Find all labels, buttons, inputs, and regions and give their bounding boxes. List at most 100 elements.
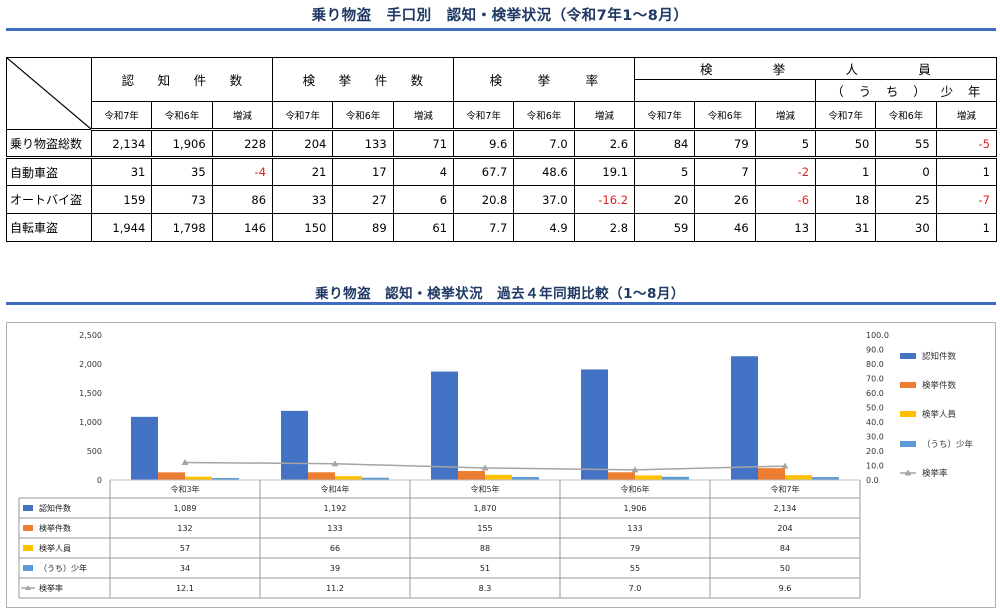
bar-1 — [431, 371, 458, 480]
data-table-value: 1,089 — [174, 504, 197, 513]
data-table-value: 204 — [777, 524, 792, 533]
category-label: 令和3年 — [170, 484, 199, 494]
table-cell: 0 — [875, 157, 937, 186]
table-cell: 1,798 — [151, 213, 213, 242]
sub-header: 増減 — [392, 101, 455, 131]
right-axis-tick-label: 50.0 — [866, 404, 884, 413]
table-cell: 31 — [815, 213, 877, 242]
data-table-legend-key — [23, 565, 33, 571]
right-axis-tick-label: 30.0 — [866, 433, 884, 442]
bar-3 — [635, 475, 662, 480]
sub-header: 増減 — [211, 101, 274, 131]
header-kenkyo-jinin: 検挙人員 — [634, 57, 997, 80]
table-cell: 7.0 — [513, 129, 575, 159]
left-axis-tick-label: 2,500 — [79, 331, 102, 340]
table-cell: 2,134 — [90, 129, 153, 159]
bar-2 — [458, 471, 485, 480]
data-table-value: 1,870 — [474, 504, 497, 513]
data-table-series-name: 検挙率 — [39, 583, 63, 593]
legend-label: 検挙件数 — [922, 380, 957, 391]
bar-4 — [212, 478, 239, 480]
legend-key — [900, 353, 916, 359]
table-cell: 25 — [875, 185, 937, 214]
bar-2 — [758, 468, 785, 480]
data-table-value: 66 — [330, 544, 340, 553]
sub-header: 令和7年 — [453, 101, 515, 131]
legend-label: 認知件数 — [922, 351, 957, 362]
legend-key — [904, 469, 912, 476]
sub-header: 増減 — [573, 101, 636, 131]
sub-header-row: 令和7年 令和6年 増減 令和7年 令和6年 増減 令和7年 令和6年 増減 令… — [7, 101, 998, 131]
bar-2 — [608, 472, 635, 480]
table-cell: 35 — [151, 157, 213, 186]
sub-header: 令和7年 — [634, 101, 696, 131]
corner-diagonal-cell — [6, 57, 92, 130]
right-axis-tick-label: 100.0 — [866, 331, 889, 340]
legend-key — [900, 411, 916, 417]
line-marker — [631, 466, 639, 473]
legend-label: 検挙人員 — [922, 409, 957, 420]
right-axis-tick-label: 40.0 — [866, 418, 884, 427]
table-cell: 48.6 — [513, 157, 575, 186]
right-axis-tick-label: 0.0 — [866, 476, 879, 485]
table-cell: 150 — [272, 213, 334, 242]
table-cell: -6 — [754, 185, 817, 214]
table-cell: 18 — [815, 185, 877, 214]
bar-2 — [158, 472, 185, 480]
table-cell: 20.8 — [453, 185, 515, 214]
table-cell: 19.1 — [573, 157, 636, 186]
header-kenkyo-kensu: 検挙件数 — [272, 57, 455, 102]
left-axis-tick-label: 2,000 — [79, 360, 102, 369]
table-cell: 21 — [272, 157, 334, 186]
bar-3 — [485, 474, 512, 480]
right-axis-tick-label: 90.0 — [866, 346, 884, 355]
table-cell: 31 — [90, 157, 153, 186]
table-cell: 4.9 — [513, 213, 575, 242]
bar-3 — [185, 476, 212, 480]
table-cell: 67.7 — [453, 157, 515, 186]
sub-header: 令和6年 — [151, 101, 213, 131]
data-table-value: 11.2 — [326, 584, 344, 593]
table-cell: 1,906 — [151, 129, 213, 159]
bar-3 — [785, 475, 812, 480]
data-table-value: 133 — [327, 524, 342, 533]
bar-2 — [308, 472, 335, 480]
table-cell: 79 — [694, 129, 756, 159]
table-cell: -5 — [935, 129, 998, 159]
table-cell: 5 — [754, 129, 817, 159]
left-axis-tick-label: 1,500 — [79, 389, 102, 398]
data-table-value: 12.1 — [176, 584, 194, 593]
right-axis-tick-label: 70.0 — [866, 375, 884, 384]
table-cell: 61 — [392, 213, 455, 242]
data-table-value: 57 — [180, 544, 190, 553]
data-table-value: 79 — [630, 544, 640, 553]
combo-chart: 0 500 1,000 1,500 2,000 2,500 0.0 10.0 20.0 30.0 4… — [18, 331, 974, 599]
sub-header: 令和7年 — [815, 101, 877, 131]
bar-4 — [662, 476, 689, 480]
page-title: 乗り物盗 手口別 認知・検挙状況（令和7年1～8月） — [311, 8, 689, 24]
legend-label: （うち）少年 — [922, 439, 974, 450]
header-ninchi: 認知件数 — [90, 57, 274, 102]
table-row: 乗り物盗総数 2,134 1,906 228 204 133 71 9.6 7.0 2.6 84 79… — [6, 129, 998, 159]
table-row: オートバイ盗 159 73 86 33 27 6 20.8 37.0 -16.2 20 26 -6 18 2… — [6, 185, 998, 214]
data-table-value: 132 — [177, 524, 192, 533]
bar-1 — [281, 410, 308, 480]
table-cell: 33 — [272, 185, 334, 214]
row-label: 自動車盗 — [6, 157, 92, 186]
table-cell: 2.8 — [573, 213, 636, 242]
sub-header: 令和7年 — [272, 101, 334, 131]
sub-header: 増減 — [754, 101, 817, 131]
table-cell: 2.6 — [573, 129, 636, 159]
data-table-legend-key — [23, 505, 33, 511]
data-table-value: 84 — [780, 544, 790, 553]
bar-1 — [731, 356, 758, 480]
left-axis-tick-label: 1,000 — [79, 418, 102, 427]
table-cell: 133 — [332, 129, 394, 159]
table-cell: 37.0 — [513, 185, 575, 214]
table-cell: 50 — [815, 129, 877, 159]
sub-header: 増減 — [935, 101, 998, 131]
sub-header: 令和6年 — [875, 101, 937, 131]
table-row: 自転車盗 1,944 1,798 146 150 89 61 7.7 4.9 2.8 59 46 13 3… — [6, 213, 998, 242]
sub-header: 令和6年 — [332, 101, 394, 131]
table-cell: 5 — [634, 157, 696, 186]
